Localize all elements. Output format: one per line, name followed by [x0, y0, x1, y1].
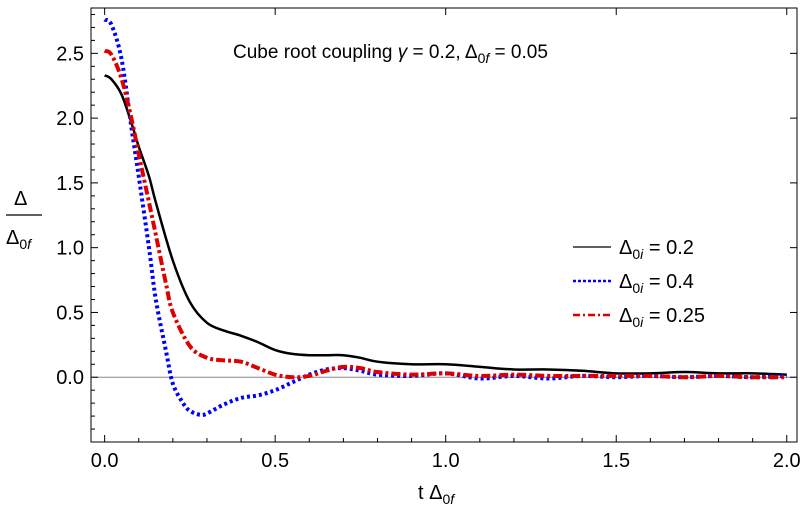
x-tick-label: 1.5	[602, 450, 630, 472]
x-label-sub: 0	[442, 491, 450, 507]
y-label-numerator: Δ	[14, 188, 27, 210]
y-tick-label: 0.0	[56, 367, 84, 389]
x-tick-label: 1.0	[432, 450, 460, 472]
legend-main: Δ	[619, 237, 632, 259]
legend-label-2: Δ0i = 0.25	[619, 305, 705, 330]
plot-frame	[90, 7, 798, 443]
legend-main: Δ	[619, 305, 632, 327]
legend-label-1: Δ0i = 0.4	[619, 271, 694, 296]
x-label-sub-italic: f	[450, 491, 456, 507]
legend-label-0: Δ0i = 0.2	[619, 237, 694, 262]
series-group	[103, 17, 787, 418]
title-prefix: Cube root coupling	[233, 42, 398, 63]
title-delta-rest: = 0.05	[489, 42, 548, 63]
series-line-2	[103, 48, 787, 380]
series-line-0	[104, 74, 787, 376]
legend-sub: 0	[632, 314, 640, 330]
x-tick-label: 0.5	[261, 450, 289, 472]
y-tick-label: 2.0	[56, 108, 84, 130]
x-axis-label: t Δ0f	[418, 482, 456, 507]
title-sub: 0	[478, 50, 486, 66]
y-label-den-sub-italic: f	[27, 236, 33, 252]
x-label-main: t Δ	[418, 482, 442, 504]
y-label-den-main: Δ	[6, 227, 19, 249]
y-axis-label: Δ Δ0f	[6, 188, 42, 252]
legend-sub-italic: i	[640, 246, 644, 262]
y-label-denominator: Δ0f	[6, 227, 33, 252]
ticks: 0.0 0.5 1.0 1.5 2.0 0.0 0.5 1.0 1.5 2.0 2.5	[56, 8, 801, 472]
legend-rest: = 0.2	[643, 237, 694, 259]
y-tick-label: 1.0	[56, 238, 84, 260]
legend-sub: 0	[632, 280, 640, 296]
x-tick-label: 0.0	[91, 450, 119, 472]
x-tick-label: 2.0	[773, 450, 801, 472]
legend-main: Δ	[619, 271, 632, 293]
chart-title: Cube root coupling γ = 0.2, Δ0f = 0.05	[233, 42, 548, 66]
legend-sub-italic: i	[640, 314, 644, 330]
legend-rest: = 0.25	[643, 305, 705, 327]
y-label-den-sub: 0	[19, 236, 27, 252]
title-gamma-rest: = 0.2, Δ	[407, 42, 478, 63]
y-tick-label: 2.5	[56, 43, 84, 65]
y-tick-label: 0.5	[56, 302, 84, 324]
y-tick-label: 1.5	[56, 173, 84, 195]
legend-sub: 0	[632, 246, 640, 262]
legend-rest: = 0.4	[643, 271, 694, 293]
title-gamma: γ	[398, 42, 409, 63]
title-sub-italic: f	[485, 50, 491, 66]
legend-sub-italic: i	[640, 280, 644, 296]
